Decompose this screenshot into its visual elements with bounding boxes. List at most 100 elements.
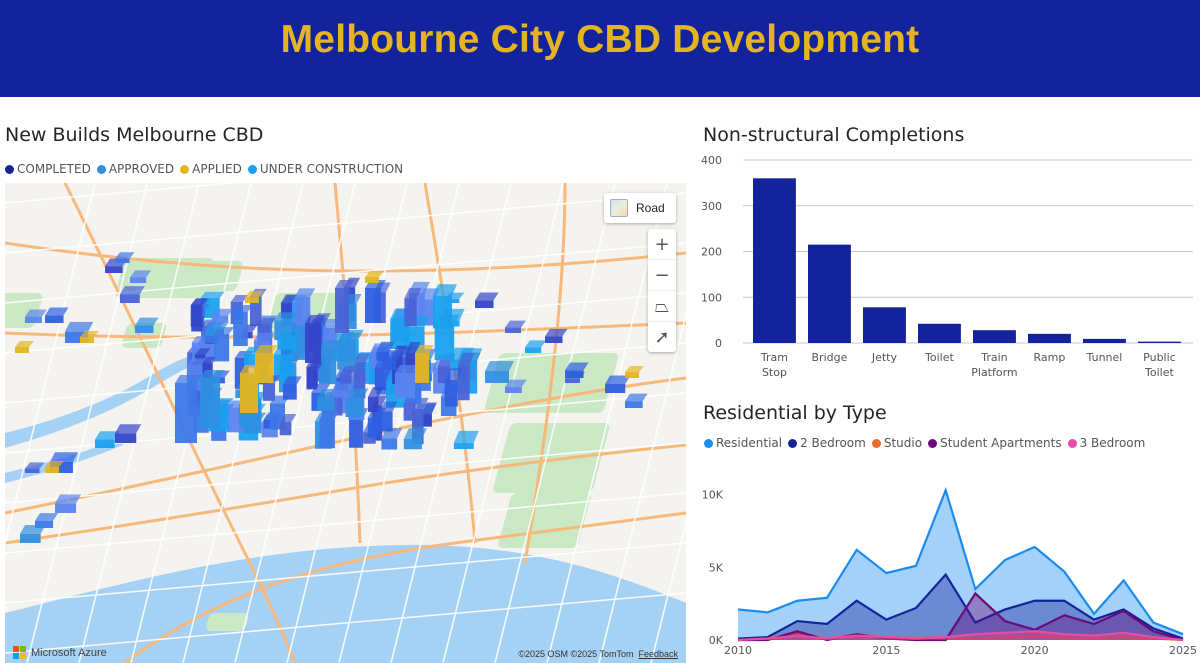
building-roof	[505, 379, 527, 387]
building-roof	[35, 513, 59, 521]
building-face	[337, 342, 356, 370]
building-block	[415, 345, 434, 383]
minor-road	[234, 183, 356, 663]
x-tick-label: 2020	[1021, 644, 1049, 657]
bar-toilet	[918, 323, 961, 343]
microsoft-logo-icon	[13, 646, 26, 659]
legend-dot-icon	[5, 164, 14, 174]
building-roof	[404, 287, 422, 299]
building-roof	[353, 353, 371, 363]
building-face	[55, 503, 77, 513]
minor-road	[5, 542, 686, 604]
bar-jetty	[863, 307, 906, 343]
building-block	[395, 365, 420, 398]
legend-item-student-apartments[interactable]: Student Apartments	[928, 436, 1062, 450]
pitch-button[interactable]: ⏢	[648, 291, 676, 322]
building-face	[191, 304, 203, 332]
bar-panel-title: Non-structural Completions	[703, 124, 965, 146]
building-roof	[213, 327, 235, 334]
building-roof	[294, 288, 316, 297]
line-2-bedroom	[737, 572, 1184, 640]
building-block	[175, 375, 202, 443]
building-roof	[345, 388, 369, 398]
map-style-road-button[interactable]: Road	[604, 193, 676, 223]
building-face	[545, 336, 563, 343]
building-block	[625, 393, 648, 408]
building-roof	[206, 322, 229, 329]
zoom-in-button[interactable]: +	[648, 229, 676, 260]
building-face	[403, 403, 416, 421]
building-face	[105, 266, 123, 273]
building-face	[505, 327, 522, 333]
building-block	[95, 431, 120, 448]
building-block	[453, 430, 479, 449]
building-roof	[200, 370, 225, 378]
feedback-link[interactable]: Feedback	[638, 649, 678, 659]
building-roof	[130, 270, 152, 278]
building-roof	[379, 401, 398, 412]
x-tick-label: 2010	[724, 644, 752, 657]
legend-dot-icon	[180, 164, 190, 174]
building-roof	[376, 341, 395, 352]
bar-tram-stop	[753, 178, 796, 343]
building-block	[211, 308, 234, 323]
minor-road	[598, 311, 686, 663]
building-block	[135, 317, 159, 333]
building-face	[390, 319, 410, 350]
line-3-bedroom	[737, 630, 1184, 642]
building-roof	[405, 341, 421, 353]
legend-item-residential[interactable]: Residential	[704, 436, 782, 450]
building-block	[505, 320, 527, 333]
map-canvas[interactable]	[5, 183, 686, 663]
building-face	[25, 468, 40, 473]
building-face	[367, 396, 379, 413]
residential-legend: Residential 2 Bedroom Studio Student Apartm…	[704, 436, 1151, 450]
legend-dot-icon	[871, 438, 881, 448]
legend-item-under-construction[interactable]: UNDER CONSTRUCTION	[247, 162, 403, 176]
building-roof	[15, 341, 34, 347]
zoom-out-button[interactable]: −	[648, 260, 676, 291]
microsoft-azure-logo: Microsoft Azure	[13, 646, 107, 659]
building-face	[115, 433, 137, 443]
x-tick-label: Bridge	[812, 351, 848, 364]
building-roof	[335, 280, 354, 288]
building-face	[625, 372, 639, 378]
building-block	[382, 350, 402, 370]
building-roof	[545, 328, 568, 337]
building-face	[175, 383, 197, 443]
minor-road	[78, 183, 200, 663]
building-face	[403, 438, 422, 450]
building-roof	[319, 409, 340, 419]
building-face	[120, 294, 140, 303]
legend-item-approved[interactable]: APPROVED	[96, 162, 174, 176]
legend-item-2-bedroom[interactable]: 2 Bedroom	[788, 436, 866, 450]
compass-button[interactable]: ➚	[654, 326, 670, 348]
legend-item-completed[interactable]: COMPLETED	[5, 162, 91, 176]
building-block	[485, 361, 514, 383]
building-roof	[55, 494, 82, 504]
dashboard-header: Melbourne City CBD Development	[0, 0, 1200, 97]
building-face	[245, 297, 259, 303]
building-face	[365, 288, 381, 323]
building-block	[255, 345, 278, 383]
building-roof	[605, 375, 631, 385]
map-attribution: ©2025 OSM ©2025 TomTom Feedback	[518, 649, 678, 659]
building-face	[273, 354, 294, 381]
major-road	[124, 511, 686, 663]
legend-item-3-bedroom[interactable]: 3 Bedroom	[1067, 436, 1145, 450]
map-view[interactable]: Road + − ⏢ ➚ Microsoft Azure ©2025 OSM ©202…	[5, 183, 686, 663]
building-roof	[340, 365, 357, 376]
legend-item-applied[interactable]: APPLIED	[180, 162, 242, 176]
building-face	[367, 417, 382, 438]
y-tick-label: 5K	[709, 561, 724, 574]
building-block	[200, 370, 225, 428]
minor-road	[5, 192, 686, 254]
building-roof	[274, 312, 298, 321]
area-residential	[738, 490, 1183, 640]
building-roof	[382, 350, 402, 361]
building-roof	[305, 315, 326, 323]
building-roof	[283, 376, 302, 385]
y-tick-label: 0	[715, 337, 722, 350]
map-controls: + − ⏢ ➚	[648, 229, 676, 352]
legend-item-studio[interactable]: Studio	[871, 436, 922, 450]
